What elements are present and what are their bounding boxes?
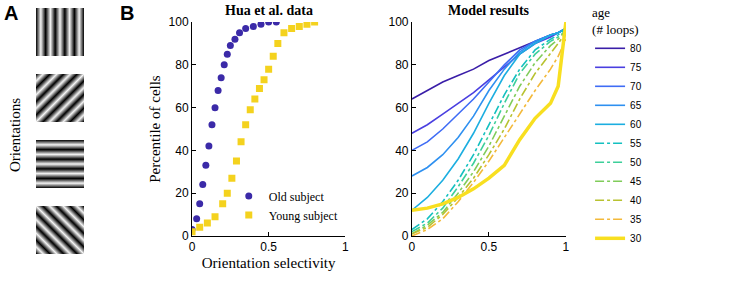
svg-text:0: 0: [402, 229, 409, 243]
svg-text:1: 1: [563, 240, 570, 254]
svg-text:40: 40: [395, 144, 409, 158]
svg-text:70: 70: [630, 81, 642, 92]
svg-text:75: 75: [630, 62, 642, 73]
svg-text:A: A: [4, 2, 18, 24]
svg-text:20: 20: [175, 186, 189, 200]
svg-text:60: 60: [175, 101, 189, 115]
svg-text:0: 0: [189, 240, 196, 254]
svg-text:80: 80: [395, 58, 409, 72]
svg-text:Model results: Model results: [448, 3, 530, 18]
svg-text:35: 35: [630, 214, 642, 225]
svg-text:40: 40: [175, 144, 189, 158]
svg-text:80: 80: [175, 58, 189, 72]
svg-text:Young subject: Young subject: [269, 209, 338, 223]
svg-text:age(# loops): age(# loops): [592, 5, 639, 37]
svg-text:60: 60: [630, 119, 642, 130]
svg-text:Hua et al. data: Hua et al. data: [225, 3, 313, 18]
svg-text:30: 30: [630, 233, 642, 244]
svg-text:Orientation selectivity: Orientation selectivity: [202, 255, 336, 271]
svg-text:B: B: [120, 2, 134, 24]
svg-text:20: 20: [395, 186, 409, 200]
svg-text:65: 65: [630, 100, 642, 111]
svg-text:60: 60: [395, 101, 409, 115]
svg-text:55: 55: [630, 138, 642, 149]
svg-text:0.5: 0.5: [481, 240, 498, 254]
svg-text:0: 0: [182, 229, 189, 243]
svg-text:45: 45: [630, 176, 642, 187]
svg-text:0: 0: [409, 240, 416, 254]
svg-text:1: 1: [342, 240, 349, 254]
svg-text:Percentile of cells: Percentile of cells: [147, 75, 163, 183]
svg-text:Old subject: Old subject: [269, 190, 325, 204]
svg-text:100: 100: [389, 15, 409, 29]
svg-text:0.5: 0.5: [260, 240, 277, 254]
svg-text:50: 50: [630, 157, 642, 168]
svg-text:100: 100: [169, 15, 189, 29]
svg-text:Orientations: Orientations: [7, 98, 23, 172]
svg-text:80: 80: [630, 43, 642, 54]
svg-text:40: 40: [630, 195, 642, 206]
